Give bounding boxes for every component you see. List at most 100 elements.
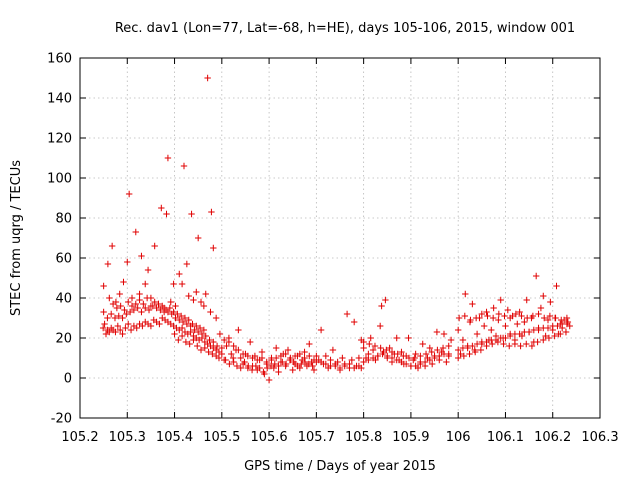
- data-point: [386, 344, 393, 352]
- y-tick-label: 120: [47, 132, 72, 147]
- data-point: [477, 346, 485, 354]
- data-point: [466, 350, 473, 358]
- data-point: [518, 312, 525, 320]
- data-point: [495, 316, 502, 324]
- data-point: [554, 322, 561, 330]
- data-point: [440, 330, 448, 338]
- data-point: [204, 74, 211, 82]
- data-point: [193, 322, 200, 330]
- data-point: [436, 352, 443, 360]
- data-point: [138, 252, 145, 260]
- data-point: [343, 310, 351, 318]
- data-point: [178, 280, 186, 288]
- data-point: [393, 356, 400, 364]
- data-point: [467, 316, 474, 324]
- data-point: [394, 350, 401, 358]
- data-point: [123, 310, 130, 318]
- data-point: [524, 314, 531, 322]
- data-point: [144, 266, 152, 274]
- data-point: [228, 350, 235, 358]
- data-point: [119, 330, 126, 338]
- data-point: [305, 360, 312, 368]
- y-axis-label: STEC from uqrg / TECUs: [9, 160, 24, 316]
- data-point: [175, 336, 182, 344]
- y-tick-label: 80: [55, 212, 72, 227]
- x-tick-label: 105.8: [345, 430, 382, 445]
- data-point: [378, 302, 385, 310]
- data-point: [193, 288, 200, 296]
- data-point: [246, 338, 254, 346]
- data-point: [164, 154, 172, 162]
- data-point: [237, 364, 244, 372]
- data-point: [205, 348, 212, 356]
- data-point: [310, 366, 318, 374]
- data-point: [172, 314, 179, 322]
- data-point: [220, 336, 228, 344]
- data-point: [158, 204, 165, 212]
- data-point: [447, 336, 455, 344]
- data-point: [260, 368, 267, 376]
- data-point: [104, 260, 112, 268]
- x-tick-labels: 105.2 105.3 105.4 105.5 105.6 105.7 105.8 105.9…: [61, 430, 618, 445]
- data-point: [327, 356, 334, 364]
- data-point: [100, 282, 107, 290]
- data-point: [439, 344, 447, 352]
- data-point: [350, 364, 358, 372]
- data-point: [306, 352, 313, 360]
- data-point: [542, 332, 549, 340]
- data-point: [196, 324, 204, 332]
- data-point: [99, 324, 107, 332]
- data-point: [516, 308, 523, 316]
- data-point: [163, 210, 170, 218]
- data-point: [198, 330, 206, 338]
- x-tick-label: 105.2: [61, 430, 98, 445]
- data-point: [484, 312, 491, 320]
- data-point: [121, 306, 128, 314]
- data-point: [252, 362, 260, 370]
- y-tick-label: -20: [51, 412, 72, 427]
- data-point: [139, 322, 146, 330]
- data-point: [142, 280, 149, 288]
- data-point: [180, 162, 188, 170]
- data-point: [100, 308, 107, 316]
- data-point: [489, 314, 497, 322]
- data-point: [119, 314, 126, 322]
- data-point: [341, 362, 348, 370]
- data-point: [206, 336, 213, 344]
- data-point: [241, 358, 248, 366]
- data-point: [483, 342, 490, 350]
- data-point: [185, 292, 192, 300]
- data-point: [216, 330, 224, 338]
- x-tick-label: 106: [446, 430, 471, 445]
- data-point: [332, 360, 339, 368]
- data-point: [245, 362, 252, 370]
- data-point: [128, 302, 136, 310]
- data-point: [130, 306, 138, 314]
- data-point: [115, 312, 122, 320]
- data-point: [490, 304, 497, 312]
- data-point: [237, 354, 244, 362]
- data-point: [122, 324, 129, 332]
- chart-title: Rec. dav1 (Lon=77, Lat=-68, h=HE), days …: [115, 21, 575, 36]
- y-tick-label: 160: [47, 52, 72, 67]
- data-point: [172, 302, 179, 310]
- data-point: [459, 344, 467, 352]
- data-point: [489, 340, 496, 348]
- data-point: [553, 282, 560, 290]
- data-point: [384, 352, 391, 360]
- data-point: [108, 242, 116, 250]
- data-point: [360, 338, 367, 346]
- data-point: [294, 362, 301, 370]
- data-point: [480, 322, 488, 330]
- data-point: [147, 322, 155, 330]
- data-point: [514, 320, 521, 328]
- data-point: [469, 342, 476, 350]
- data-point: [272, 354, 280, 362]
- data-point: [369, 354, 377, 362]
- data-point: [132, 300, 139, 308]
- data-point: [443, 358, 450, 366]
- data-point: [225, 338, 233, 346]
- x-tick-label: 105.7: [298, 430, 335, 445]
